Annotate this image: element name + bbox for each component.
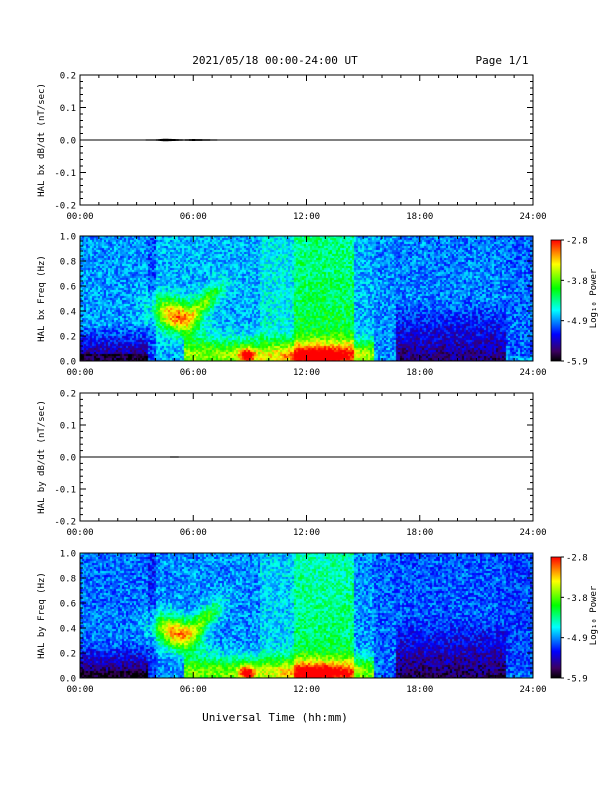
- panels: 0.20.10.0-0.1-0.200:00 06:00 12:00 18:00 24:…: [37, 72, 599, 696]
- x-tick-label: 12:00: [293, 212, 320, 222]
- colorbar-tick-label: -5.9: [566, 675, 588, 685]
- x-tick-label: 06:00: [180, 368, 207, 378]
- colorbar-tick-label: -2.8: [566, 237, 588, 247]
- x-tick-label: 18:00: [406, 685, 433, 695]
- y-tick-label: -0.2: [54, 202, 76, 212]
- y-axis-label: HAL bx Freq (Hz): [37, 255, 47, 342]
- panel-1-line: 0.2 0.1 0.0 -0.1 -0.200:00 06:00 12:00 18:00 24:…: [37, 72, 547, 223]
- figure-title: 2021/05/18 00:00-24:00 UT: [192, 54, 358, 67]
- colorbar-tick-label: -5.9: [566, 358, 588, 368]
- x-tick-label: 00:00: [66, 528, 93, 538]
- x-tick-label: 24:00: [519, 685, 546, 695]
- x-tick-label: 18:00: [406, 212, 433, 222]
- y-tick-label: 0.2: [60, 390, 76, 400]
- x-tick-label: 12:00: [293, 685, 320, 695]
- y-axis-label: HAL bx dB/dt (nT/sec): [37, 83, 47, 197]
- y-tick-label: 0.4: [60, 308, 76, 318]
- page-label: Page 1/1: [476, 54, 529, 67]
- x-tick-label: 24:00: [519, 368, 546, 378]
- y-tick-label: 0.8: [60, 258, 76, 268]
- y-tick-label: 0.2: [60, 72, 76, 82]
- x-tick-label: 06:00: [180, 685, 207, 695]
- y-tick-label: 0.6: [60, 283, 76, 293]
- y-tick-label: 1.0: [60, 233, 76, 243]
- panel-4-heatmap: 1.0 0.8 0.6 0.4 0.2 0.000:00 06:00 12:00 18:00 24…: [37, 550, 599, 696]
- y-tick-label: 1.0: [60, 550, 76, 560]
- x-tick-label: 18:00: [406, 528, 433, 538]
- y-tick-label: -0.1: [54, 169, 76, 179]
- y-tick-label: 0.1: [60, 422, 76, 432]
- x-tick-label: 24:00: [519, 528, 546, 538]
- colorbar: [550, 556, 562, 679]
- y-tick-label: 0.2: [60, 333, 76, 343]
- y-tick-label: 0.0: [60, 358, 76, 368]
- y-tick-label: 0.0: [60, 675, 76, 685]
- x-tick-label: 00:00: [66, 368, 93, 378]
- x-tick-label: 18:00: [406, 368, 433, 378]
- panel-3-line: 0.2 0.1 0.0 -0.1 -0.200:00 06:00 12:00 18:00 24:…: [37, 390, 547, 539]
- x-tick-label: 00:00: [66, 685, 93, 695]
- panel-2-heatmap: 1.0 0.8 0.6 0.4 0.2 0.000:00 06:00 12:00 18:00 24…: [37, 233, 599, 379]
- x-tick-label: 12:00: [293, 368, 320, 378]
- y-tick-label: 0.4: [60, 625, 76, 635]
- y-tick-label: 0.6: [60, 600, 76, 610]
- x-tick-label: 12:00: [293, 528, 320, 538]
- colorbar-tick-label: -2.8: [566, 554, 588, 564]
- y-tick-label: 0.0: [60, 454, 76, 464]
- y-tick-label: 0.0: [60, 137, 76, 147]
- y-tick-label: 0.2: [60, 650, 76, 660]
- colorbar: [550, 239, 562, 362]
- y-axis-label: HAL by dB/dt (nT/sec): [37, 400, 47, 514]
- colorbar-label: Log₁₀ Power: [589, 268, 599, 328]
- x-axis-label: Universal Time (hh:mm): [202, 711, 348, 724]
- spectrogram-image: [80, 236, 533, 361]
- spectrogram-image: [80, 553, 533, 678]
- x-tick-label: 24:00: [519, 212, 546, 222]
- x-tick-label: 00:00: [66, 212, 93, 222]
- x-tick-label: 06:00: [180, 528, 207, 538]
- y-tick-label: -0.1: [54, 486, 76, 496]
- x-tick-label: 06:00: [180, 212, 207, 222]
- y-tick-label: 0.8: [60, 575, 76, 585]
- colorbar-tick-label: -3.8: [566, 277, 588, 287]
- colorbar-tick-label: -4.9: [566, 317, 588, 327]
- colorbar-tick-label: -4.9: [566, 634, 588, 644]
- y-axis-label: HAL by Freq (Hz): [37, 572, 47, 659]
- y-tick-label: 0.1: [60, 104, 76, 114]
- colorbar-label: Log₁₀ Power: [589, 585, 599, 645]
- colorbar-tick-label: -3.8: [566, 594, 588, 604]
- y-tick-label: -0.2: [54, 518, 76, 528]
